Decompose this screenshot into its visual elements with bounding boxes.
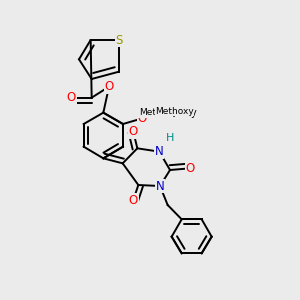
Text: Methoxy: Methoxy (139, 108, 177, 117)
Text: O: O (138, 112, 147, 125)
Text: O: O (129, 125, 138, 138)
Text: Methoxy: Methoxy (155, 107, 194, 116)
Text: O: O (185, 162, 195, 175)
Text: S: S (115, 34, 123, 46)
Text: O: O (104, 80, 114, 93)
Text: O: O (129, 194, 138, 206)
Text: O: O (67, 91, 76, 104)
Text: N: N (156, 179, 164, 193)
Text: N: N (155, 145, 164, 158)
Text: Methoxy: Methoxy (155, 108, 197, 118)
Text: H: H (166, 133, 174, 143)
